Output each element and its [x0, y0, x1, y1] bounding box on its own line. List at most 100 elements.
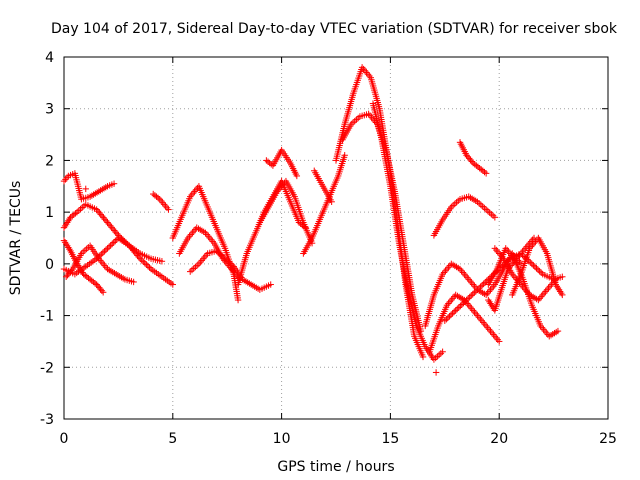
series-trace-e [62, 242, 137, 286]
data-point [443, 316, 450, 323]
data-point [468, 158, 475, 165]
data-point [480, 280, 487, 288]
series-trace-l [256, 177, 316, 247]
data-point [472, 287, 480, 295]
data-point [67, 214, 74, 221]
data-point [97, 211, 104, 218]
data-point [99, 289, 107, 296]
data-point [136, 255, 144, 262]
data-point [94, 207, 102, 215]
series-trace-v [456, 139, 490, 177]
data-point [455, 304, 462, 311]
data-point [88, 277, 95, 284]
data-point [140, 258, 147, 265]
data-point [476, 164, 483, 172]
data-point [552, 276, 559, 283]
data-point [101, 248, 108, 255]
series-trace-z [485, 234, 538, 314]
data-point [469, 290, 476, 298]
y-tick-label: 4 [45, 50, 54, 66]
y-tick-label: 0 [45, 257, 54, 273]
data-point [98, 212, 106, 220]
data-point [479, 167, 487, 174]
data-point [131, 249, 138, 256]
data-point [447, 311, 455, 319]
x-tick-label: 0 [60, 431, 69, 447]
series-trace-r [426, 291, 503, 355]
data-point [112, 237, 119, 245]
data-point [293, 172, 301, 180]
data-point [104, 219, 111, 226]
data-point [477, 283, 484, 290]
data-point [68, 267, 75, 274]
data-point [527, 259, 534, 266]
chart-title: Day 104 of 2017, Sidereal Day-to-day VTE… [51, 21, 618, 37]
y-axis-label: SDTVAR / TECUs [8, 181, 24, 296]
series-trace-f [150, 190, 172, 213]
data-point [441, 317, 448, 324]
data-point [533, 265, 540, 272]
data-point [99, 249, 107, 256]
data-point [496, 338, 503, 345]
data-point [127, 244, 134, 251]
data-point [83, 273, 91, 280]
series-trace-q [369, 100, 446, 363]
data-point [499, 262, 506, 270]
data-point [264, 158, 272, 165]
data-point [85, 274, 92, 282]
data-point [105, 243, 113, 251]
data-point [96, 209, 103, 216]
data-point [481, 168, 488, 176]
data-point [268, 161, 275, 168]
data-point [491, 214, 499, 221]
data-point [528, 260, 536, 268]
data-point [474, 163, 482, 171]
data-point [101, 216, 108, 223]
data-point [444, 314, 452, 321]
data-point [297, 220, 304, 227]
data-point [466, 293, 473, 301]
data-point [328, 198, 335, 205]
x-tick-label: 20 [490, 431, 508, 447]
data-point [531, 263, 539, 271]
data-point [102, 217, 110, 225]
data-point [169, 281, 176, 288]
data-point [267, 281, 274, 288]
data-point [108, 240, 116, 248]
series-trace-d [60, 234, 176, 288]
data-point [68, 212, 76, 220]
data-point [432, 369, 440, 376]
data-point [475, 285, 483, 292]
data-point [126, 242, 133, 249]
data-point [82, 185, 89, 193]
data-point [111, 227, 118, 234]
data-point [478, 282, 486, 289]
data-point [458, 301, 466, 308]
data-point [132, 250, 140, 258]
data-point [138, 256, 145, 264]
x-tick-label: 10 [273, 431, 291, 447]
data-point [93, 206, 100, 213]
data-point [144, 262, 152, 270]
y-tick-label: -1 [40, 309, 54, 325]
data-point [464, 295, 472, 302]
data-point [100, 214, 107, 221]
data-point [102, 246, 110, 254]
data-point [439, 348, 446, 355]
data-point [105, 220, 113, 228]
data-point [454, 305, 461, 313]
data-point [128, 245, 136, 253]
data-point [90, 278, 97, 286]
data-point [70, 211, 77, 218]
data-point [234, 296, 242, 304]
data-point [266, 159, 273, 167]
series-trace-k [263, 146, 301, 180]
data-point [134, 252, 141, 259]
data-point [110, 180, 118, 187]
x-tick-label: 15 [381, 431, 399, 447]
tick-labels: 0 5 10 15 20 25 -3 -2 -1 0 1 2 3 4 [40, 50, 617, 447]
data-point [82, 272, 89, 279]
data-point [154, 194, 162, 202]
data-point [473, 162, 480, 169]
